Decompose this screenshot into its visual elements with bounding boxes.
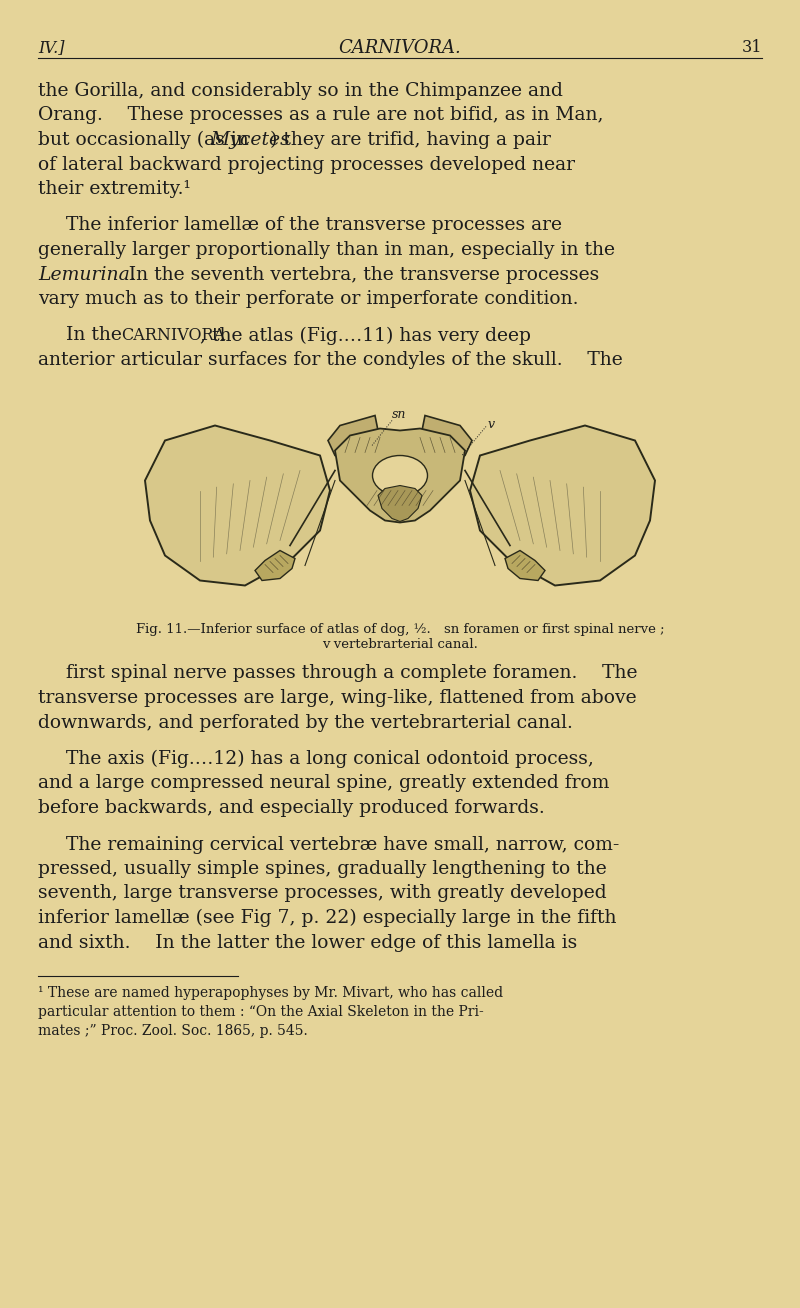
Text: Orang.  These processes as a rule are not bifid, as in Man,: Orang. These processes as a rule are not…: [38, 106, 603, 124]
Text: downwards, and perforated by the vertebrarterial canal.: downwards, and perforated by the vertebr…: [38, 713, 573, 731]
Polygon shape: [505, 551, 545, 581]
Text: seventh, large transverse processes, with greatly developed: seventh, large transverse processes, wit…: [38, 884, 606, 903]
Text: ¹ These are named hyperapophyses by Mr. Mivart, who has called: ¹ These are named hyperapophyses by Mr. …: [38, 986, 503, 1001]
Text: sn: sn: [392, 408, 406, 421]
Text: generally larger proportionally than in man, especially in the: generally larger proportionally than in …: [38, 241, 615, 259]
Polygon shape: [378, 485, 422, 522]
Polygon shape: [145, 425, 330, 586]
Text: v vertebrarterial canal.: v vertebrarterial canal.: [322, 638, 478, 651]
Text: CARNIVORA.: CARNIVORA.: [338, 39, 462, 58]
Text: and a large compressed neural spine, greatly extended from: and a large compressed neural spine, gre…: [38, 774, 610, 793]
Text: their extremity.¹: their extremity.¹: [38, 181, 191, 198]
Text: The remaining cervical vertebræ have small, narrow, com-: The remaining cervical vertebræ have sma…: [66, 836, 619, 854]
Text: The axis (Fig.…12) has a long conical odontoid process,: The axis (Fig.…12) has a long conical od…: [66, 749, 594, 768]
Polygon shape: [470, 425, 655, 586]
Text: of lateral backward projecting processes developed near: of lateral backward projecting processes…: [38, 156, 575, 174]
Text: before backwards, and especially produced forwards.: before backwards, and especially produce…: [38, 799, 545, 818]
Text: In the seventh vertebra, the transverse processes: In the seventh vertebra, the transverse …: [110, 266, 599, 284]
Text: Lemurina.: Lemurina.: [38, 266, 136, 284]
Text: the Gorilla, and considerably so in the Chimpanzee and: the Gorilla, and considerably so in the …: [38, 82, 563, 99]
Text: pressed, usually simple spines, gradually lengthening to the: pressed, usually simple spines, graduall…: [38, 859, 606, 878]
Text: and sixth.  In the latter the lower edge of this lamella is: and sixth. In the latter the lower edge …: [38, 934, 578, 951]
Ellipse shape: [373, 455, 427, 496]
Text: 31: 31: [742, 39, 762, 56]
Text: CARNIVORA: CARNIVORA: [121, 327, 225, 344]
Text: anterior articular surfaces for the condyles of the skull.  The: anterior articular surfaces for the cond…: [38, 351, 622, 369]
Polygon shape: [420, 416, 472, 455]
Polygon shape: [328, 416, 380, 455]
Text: Fig. 11.—Inferior surface of atlas of dog, ½. sn foramen or first spinal nerve ;: Fig. 11.—Inferior surface of atlas of do…: [136, 623, 664, 636]
Text: but occasionally (as in: but occasionally (as in: [38, 131, 254, 149]
Text: v: v: [488, 419, 495, 432]
Text: first spinal nerve passes through a complete foramen.  The: first spinal nerve passes through a comp…: [66, 664, 638, 683]
Text: IV.]: IV.]: [38, 39, 65, 56]
Polygon shape: [255, 551, 295, 581]
Polygon shape: [335, 429, 465, 522]
Text: vary much as to their perforate or imperforate condition.: vary much as to their perforate or imper…: [38, 290, 578, 307]
Text: mates ;” Proc. Zool. Soc. 1865, p. 545.: mates ;” Proc. Zool. Soc. 1865, p. 545.: [38, 1024, 308, 1039]
Text: particular attention to them : “On the Axial Skeleton in the Pri-: particular attention to them : “On the A…: [38, 1005, 484, 1019]
Text: Mycetes: Mycetes: [210, 131, 290, 149]
Text: The inferior lamellæ of the transverse processes are: The inferior lamellæ of the transverse p…: [66, 217, 562, 234]
Text: inferior lamellæ (see Fig 7, p. 22) especially large in the fifth: inferior lamellæ (see Fig 7, p. 22) espe…: [38, 909, 617, 927]
Text: In the: In the: [66, 327, 128, 344]
Text: transverse processes are large, wing-like, flattened from above: transverse processes are large, wing-lik…: [38, 689, 637, 708]
Text: ) they are trifid, having a pair: ) they are trifid, having a pair: [270, 131, 551, 149]
Text: , the atlas (Fig.…11) has very deep: , the atlas (Fig.…11) has very deep: [200, 327, 531, 345]
